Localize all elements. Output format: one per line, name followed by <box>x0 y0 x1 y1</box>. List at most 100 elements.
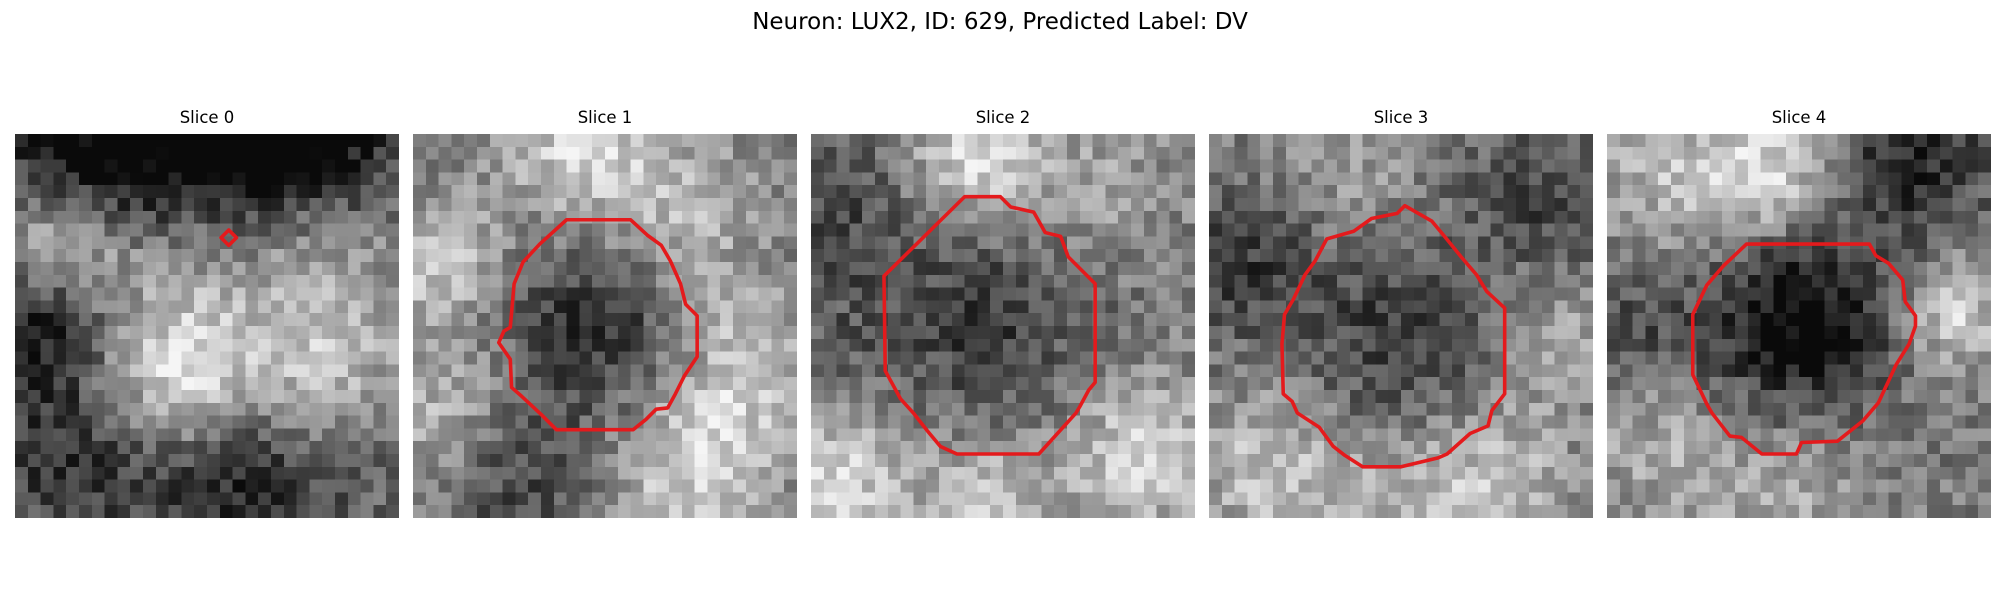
pixel <box>1632 300 1646 314</box>
pixel <box>720 146 734 160</box>
pixel <box>1965 441 1979 455</box>
pixel <box>515 338 529 352</box>
pixel <box>1607 313 1621 327</box>
pixel <box>977 146 991 160</box>
pixel <box>117 262 131 276</box>
pixel <box>1554 492 1568 506</box>
pixel <box>1567 492 1581 506</box>
pixel <box>1786 454 1800 468</box>
pixel <box>386 274 399 288</box>
pixel <box>1811 351 1825 365</box>
pixel <box>1375 223 1389 237</box>
pixel <box>1465 300 1479 314</box>
pixel <box>1773 492 1787 506</box>
pixel <box>1273 262 1287 276</box>
pixel <box>1709 326 1723 340</box>
pixel <box>1735 402 1749 416</box>
pixel <box>15 236 29 250</box>
pixel <box>1131 313 1145 327</box>
pixel <box>990 172 1004 186</box>
pixel <box>1477 390 1491 404</box>
pixel <box>322 415 336 429</box>
pixel <box>733 134 747 148</box>
pixel <box>1439 390 1453 404</box>
pixel <box>1837 492 1851 506</box>
pixel <box>669 210 683 224</box>
pixel <box>1811 492 1825 506</box>
pixel <box>168 249 182 263</box>
pixel <box>194 377 208 391</box>
pixel <box>40 505 54 518</box>
pixel <box>964 441 978 455</box>
pixel <box>1375 428 1389 442</box>
pixel <box>1735 185 1749 199</box>
pixel <box>926 351 940 365</box>
pixel <box>425 377 439 391</box>
pixel <box>1811 249 1825 263</box>
pixel <box>104 236 118 250</box>
pixel <box>245 428 259 442</box>
pixel <box>373 415 387 429</box>
pixel <box>1735 492 1749 506</box>
pixel <box>1824 390 1838 404</box>
pixel <box>1490 185 1504 199</box>
pixel <box>1221 172 1235 186</box>
pixel <box>1927 351 1941 365</box>
pixel <box>477 300 491 314</box>
pixel <box>1722 377 1736 391</box>
pixel <box>219 402 233 416</box>
pixel <box>528 454 542 468</box>
pixel <box>1671 249 1685 263</box>
pixel <box>1273 134 1287 148</box>
pixel <box>219 172 233 186</box>
pixel <box>219 479 233 493</box>
pixel <box>951 364 965 378</box>
pixel <box>1324 172 1338 186</box>
pixel <box>1041 134 1055 148</box>
pixel <box>887 172 901 186</box>
pixel <box>1799 338 1813 352</box>
pixel <box>617 198 631 212</box>
pixel <box>1105 185 1119 199</box>
pixel <box>1067 223 1081 237</box>
pixel <box>207 441 221 455</box>
pixel <box>1234 326 1248 340</box>
pixel <box>733 402 747 416</box>
pixel <box>413 505 427 518</box>
pixel <box>296 428 310 442</box>
pixel <box>1337 236 1351 250</box>
pixel <box>79 236 93 250</box>
pixel <box>1541 287 1555 301</box>
pixel <box>1541 134 1555 148</box>
pixel <box>836 300 850 314</box>
pixel <box>990 249 1004 263</box>
pixel <box>1580 172 1593 186</box>
pixel <box>939 338 953 352</box>
pixel <box>862 479 876 493</box>
pixel <box>1875 185 1889 199</box>
pixel <box>360 505 374 518</box>
pixel <box>1901 441 1915 455</box>
pixel <box>1209 134 1223 148</box>
pixel <box>1388 390 1402 404</box>
pixel <box>1285 415 1299 429</box>
pixel <box>1131 262 1145 276</box>
pixel <box>1388 351 1402 365</box>
pixel <box>900 198 914 212</box>
pixel <box>1901 134 1915 148</box>
pixel <box>1786 313 1800 327</box>
pixel <box>1901 428 1915 442</box>
pixel <box>1529 146 1543 160</box>
pixel <box>1015 454 1029 468</box>
pixel <box>155 159 169 173</box>
pixel <box>1824 172 1838 186</box>
pixel <box>1529 198 1543 212</box>
pixel <box>811 313 825 327</box>
pixel <box>1298 185 1312 199</box>
pixel <box>515 223 529 237</box>
pixel <box>66 185 80 199</box>
pixel <box>104 441 118 455</box>
pixel <box>1285 364 1299 378</box>
pixel <box>322 249 336 263</box>
pixel <box>913 479 927 493</box>
